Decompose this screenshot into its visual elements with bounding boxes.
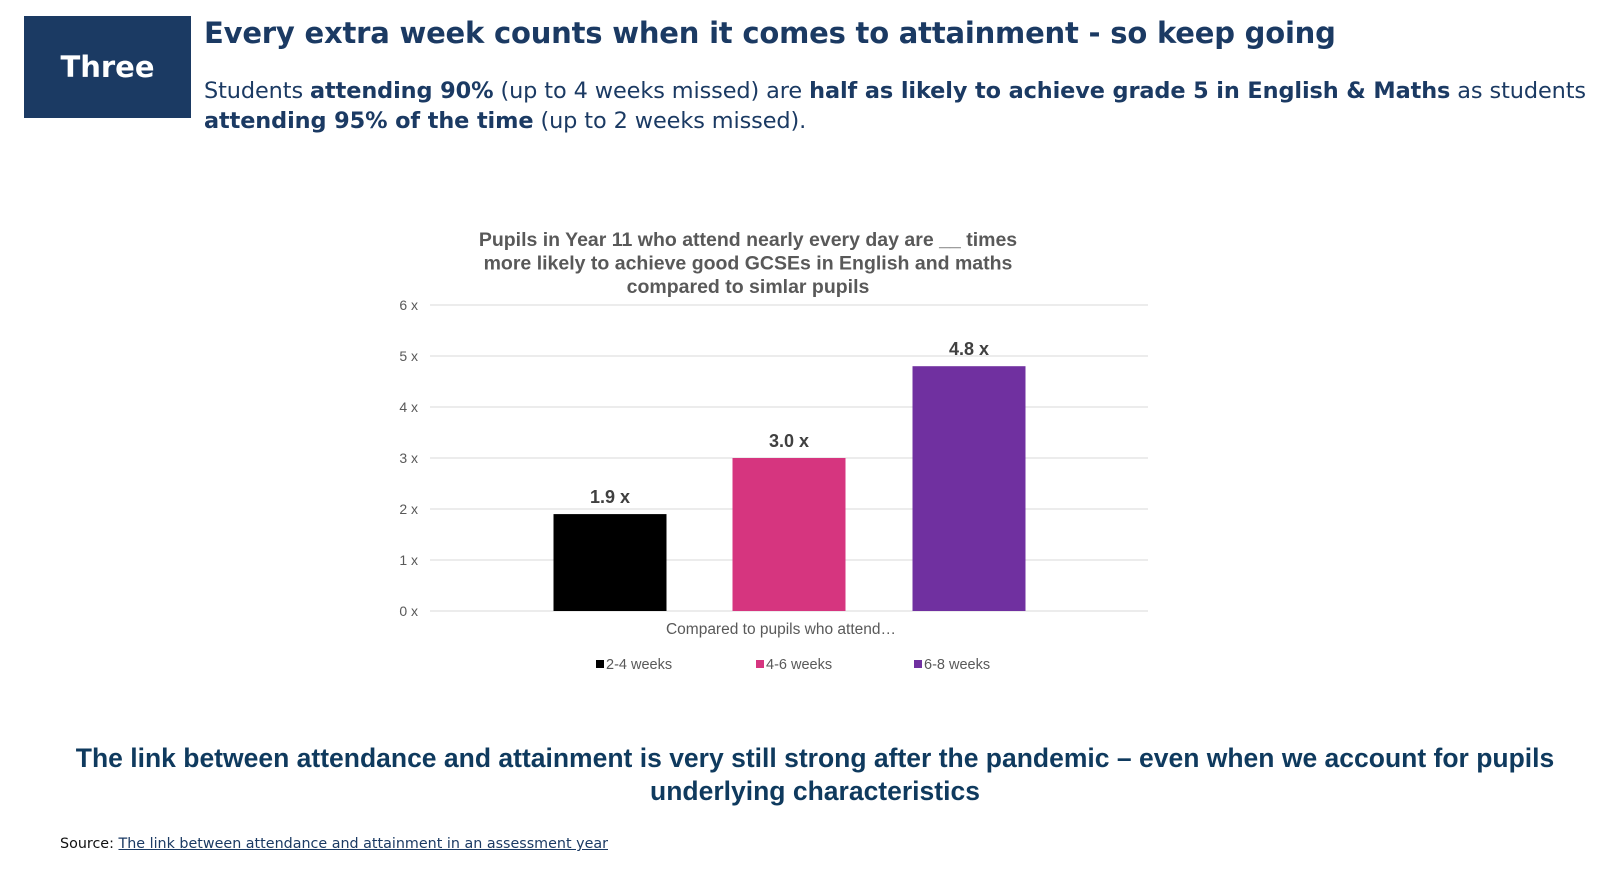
y-tick-label: 5 x	[399, 348, 418, 364]
data-label: 3.0 x	[769, 431, 809, 451]
y-tick-label: 1 x	[399, 552, 418, 568]
source-line: Source: The link between attendance and …	[60, 836, 608, 852]
y-tick-label: 0 x	[399, 603, 418, 619]
legend-label: 2-4 weeks	[606, 657, 672, 673]
slide-headline: Every extra week counts when it comes to…	[204, 16, 1336, 50]
legend-label: 6-8 weeks	[924, 657, 990, 673]
lead-text: (up to 2 weeks missed).	[533, 108, 807, 134]
bar-4-6-weeks	[732, 458, 846, 611]
chart-title: Pupils in Year 11 who attend nearly ever…	[479, 229, 1017, 251]
lead-text: (up to 4 weeks missed) are	[493, 78, 810, 104]
x-axis-label: Compared to pupils who attend…	[666, 621, 896, 638]
chart-title: more likely to achieve good GCSEs in Eng…	[484, 253, 1013, 275]
bar-6-8-weeks	[912, 366, 1026, 611]
chart-svg: Pupils in Year 11 who attend nearly ever…	[399, 229, 1148, 673]
chart-title: compared to simlar pupils	[627, 276, 870, 298]
lead-emphasis: attending 90%	[310, 78, 494, 104]
data-label: 1.9 x	[590, 487, 630, 507]
legend-swatch	[756, 660, 764, 668]
lead-paragraph: Students attending 90% (up to 4 weeks mi…	[204, 76, 1589, 136]
y-tick-label: 6 x	[399, 297, 418, 313]
y-tick-label: 3 x	[399, 450, 418, 466]
y-tick-label: 2 x	[399, 501, 418, 517]
source-link[interactable]: The link between attendance and attainme…	[118, 836, 608, 852]
lead-emphasis: half as likely to achieve grade 5 in Eng…	[809, 78, 1451, 104]
data-label: 4.8 x	[949, 339, 989, 359]
bar-2-4-weeks	[553, 514, 667, 611]
lead-text: Students	[204, 78, 311, 104]
bar-chart: Pupils in Year 11 who attend nearly ever…	[380, 225, 1200, 695]
source-label: Source:	[60, 836, 114, 852]
legend-swatch	[596, 660, 604, 668]
lead-emphasis: attending 95% of the time	[204, 108, 534, 134]
legend-label: 4-6 weeks	[766, 657, 832, 673]
lead-text: as students	[1450, 78, 1586, 104]
legend-swatch	[914, 660, 922, 668]
section-badge: Three	[24, 16, 191, 118]
y-tick-label: 4 x	[399, 399, 418, 415]
conclusion-text: The link between attendance and attainme…	[75, 743, 1555, 806]
